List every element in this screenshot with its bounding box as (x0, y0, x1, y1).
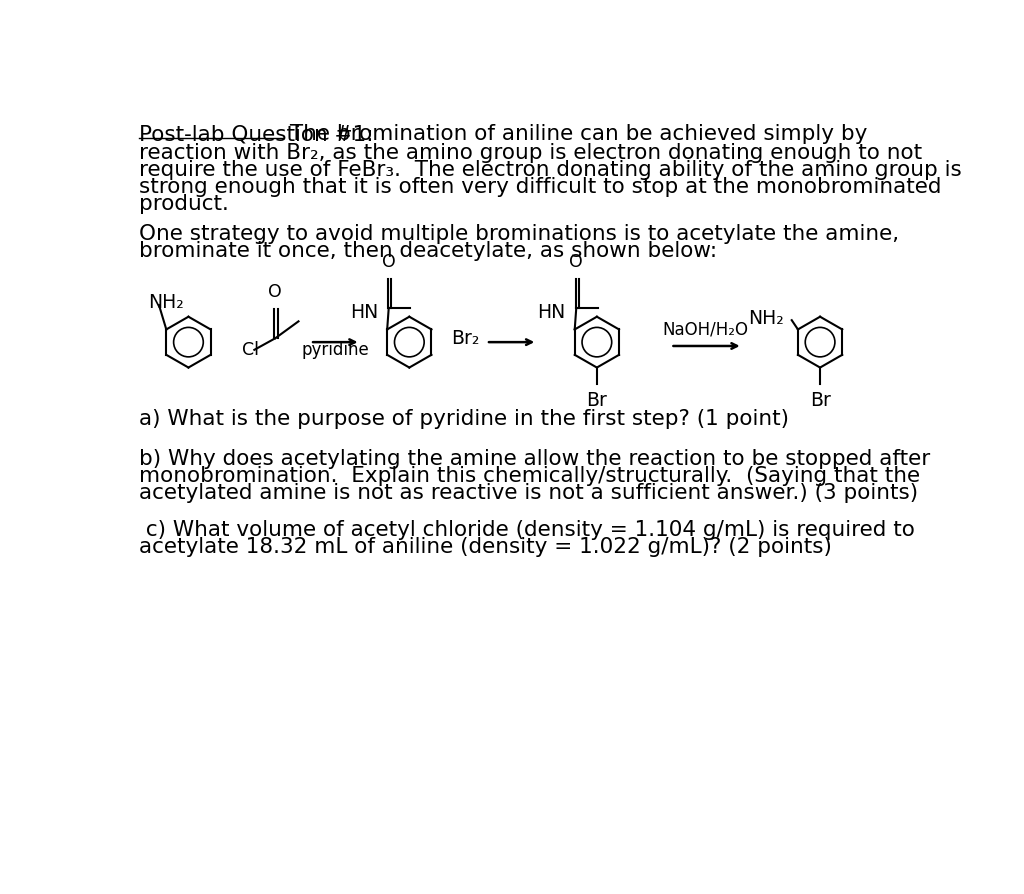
Text: HN: HN (538, 303, 565, 322)
Text: b) Why does acetylating the amine allow the reaction to be stopped after: b) Why does acetylating the amine allow … (139, 449, 930, 469)
Text: Br: Br (587, 391, 607, 409)
Text: Br: Br (810, 391, 830, 409)
Text: Post-lab Question #1:: Post-lab Question #1: (139, 124, 374, 144)
Text: strong enough that it is often very difficult to stop at the monobrominated: strong enough that it is often very diff… (139, 177, 941, 198)
Text: O: O (382, 253, 395, 271)
Text: acetylate 18.32 mL of aniline (density = 1.022 g/mL)? (2 points): acetylate 18.32 mL of aniline (density =… (139, 537, 831, 557)
Text: NH₂: NH₂ (148, 292, 184, 312)
Text: brominate it once, then deacetylate, as shown below:: brominate it once, then deacetylate, as … (139, 241, 717, 261)
Text: require the use of FeBr₃.  The electron donating ability of the amino group is: require the use of FeBr₃. The electron d… (139, 160, 962, 181)
Text: NaOH/H₂O: NaOH/H₂O (663, 321, 749, 339)
Text: Cl: Cl (242, 341, 259, 358)
Text: a) What is the purpose of pyridine in the first step? (1 point): a) What is the purpose of pyridine in th… (139, 409, 788, 429)
Text: Br₂: Br₂ (451, 329, 479, 348)
Text: O: O (268, 283, 283, 301)
Text: product.: product. (139, 194, 228, 215)
Text: The bromination of aniline can be achieved simply by: The bromination of aniline can be achiev… (283, 124, 867, 144)
Text: acetylated amine is not as reactive is not a sufficient answer.) (3 points): acetylated amine is not as reactive is n… (139, 483, 918, 503)
Text: monobromination.  Explain this chemically/structurally.  (Saying that the: monobromination. Explain this chemically… (139, 466, 920, 486)
Text: One strategy to avoid multiple brominations is to acetylate the amine,: One strategy to avoid multiple brominati… (139, 224, 899, 244)
Text: reaction with Br₂, as the amino group is electron donating enough to not: reaction with Br₂, as the amino group is… (139, 143, 922, 164)
Text: NH₂: NH₂ (749, 309, 784, 328)
Text: O: O (569, 253, 583, 271)
Text: pyridine: pyridine (301, 342, 370, 359)
Text: c) What volume of acetyl chloride (density = 1.104 g/mL) is required to: c) What volume of acetyl chloride (densi… (139, 520, 914, 540)
Text: HN: HN (349, 303, 378, 322)
